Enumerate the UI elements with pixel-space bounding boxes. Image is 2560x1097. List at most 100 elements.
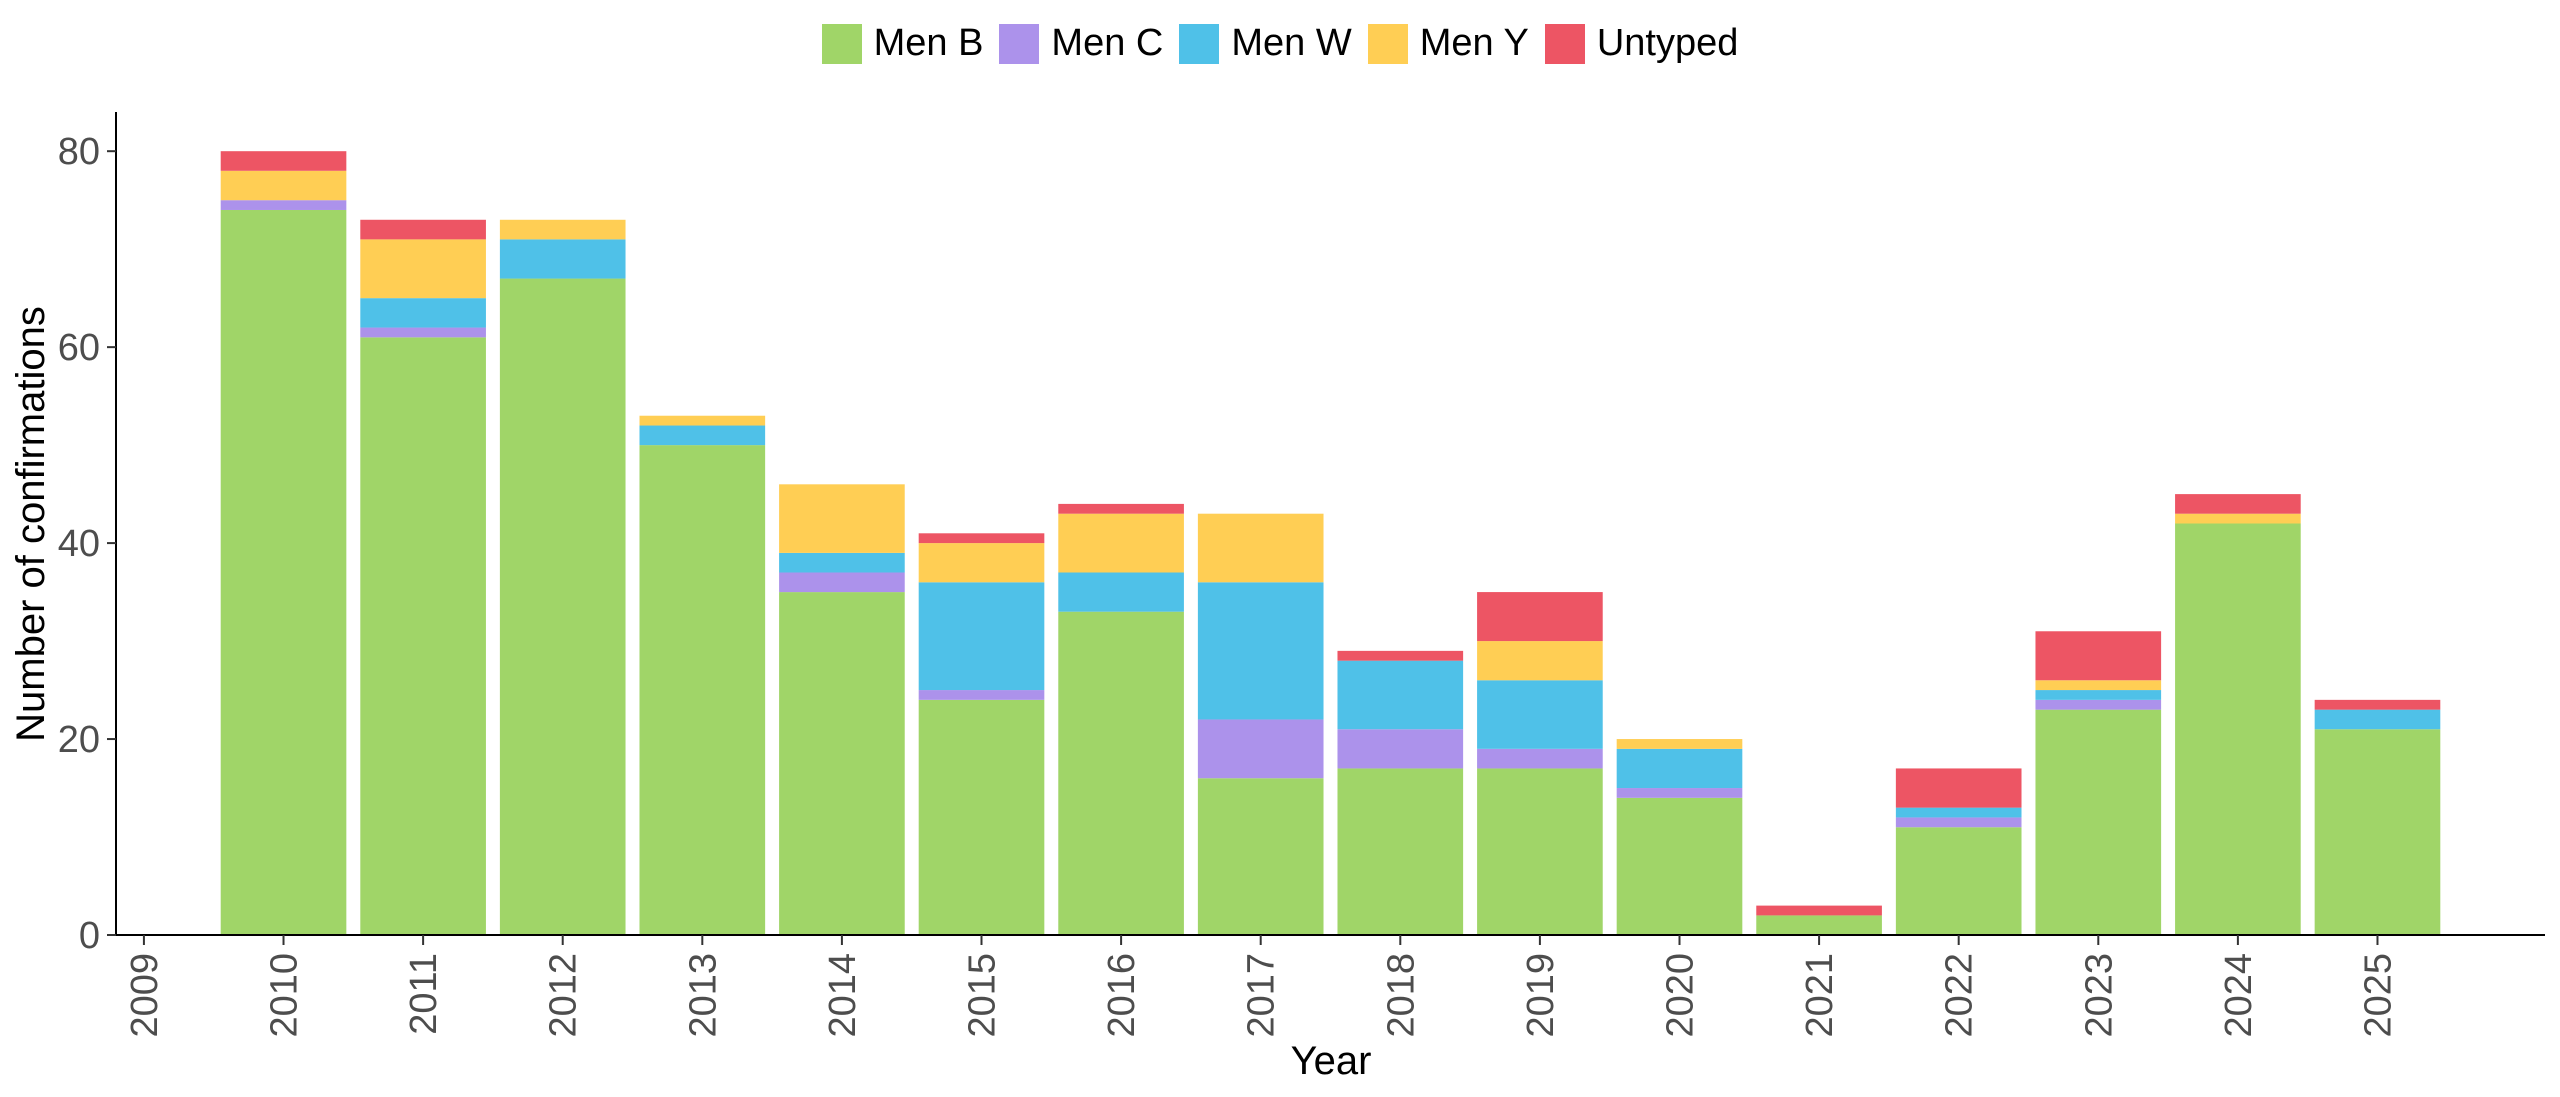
bar-segment: [918, 533, 1045, 544]
bar-segment: [360, 327, 486, 338]
bar-segment: [499, 219, 626, 240]
bar-segment: [779, 592, 905, 935]
bar-segment: [779, 484, 905, 553]
bar-segment: [1477, 680, 1603, 749]
x-tick-label: 2015: [962, 953, 1004, 1038]
bar-segment: [1477, 592, 1603, 642]
y-tick-label: 0: [79, 915, 100, 957]
bar-segment: [779, 552, 905, 573]
bar-segment: [220, 151, 347, 171]
bar-segment: [918, 690, 1045, 700]
bar-segment: [1895, 827, 2022, 935]
bar-segment: [499, 278, 626, 935]
legend-swatch: [999, 23, 1040, 64]
legend: Men B Men C Men W Men Y Untyped: [0, 22, 2560, 65]
x-tick-label: 2014: [822, 953, 864, 1038]
bar-segment: [2175, 513, 2301, 524]
bar-segment: [1197, 719, 1324, 779]
x-tick-label: 2011: [403, 953, 445, 1035]
x-tick-label: 2010: [264, 953, 306, 1038]
bar-segment: [1197, 582, 1324, 720]
bar-segment: [220, 209, 347, 936]
bar-segment: [1477, 748, 1603, 769]
bar-segment: [639, 415, 766, 426]
bar-segment: [1477, 641, 1603, 681]
x-tick-label: 2013: [682, 953, 724, 1038]
bar-segment: [2035, 699, 2162, 710]
x-axis-title: Year: [1291, 1039, 1372, 1083]
legend-swatch: [1367, 23, 1408, 64]
bar-segment: [779, 572, 905, 593]
bar-segment: [1197, 513, 1324, 583]
x-tick-label: 2016: [1101, 953, 1143, 1038]
legend-item: Men Y: [1367, 22, 1529, 65]
legend-swatch: [1544, 23, 1585, 64]
bar-segment: [2035, 680, 2162, 691]
x-tick-label: 2024: [2218, 953, 2260, 1038]
bar-segment: [1197, 778, 1324, 935]
x-tick-label: 2020: [1659, 953, 1701, 1038]
bar-segment: [1616, 739, 1743, 749]
bar-segment: [220, 200, 347, 210]
x-tick-label: 2017: [1241, 953, 1283, 1038]
legend-label: Men Y: [1419, 22, 1529, 64]
x-tick-label: 2009: [124, 953, 166, 1038]
bar-segment: [1337, 660, 1464, 730]
bar-segment: [2035, 690, 2162, 700]
x-tick-label: 2012: [543, 953, 585, 1038]
x-tick-label: 2018: [1380, 953, 1422, 1038]
bar-segment: [1895, 807, 2022, 818]
legend-item: Men B: [821, 22, 984, 65]
bar-segment: [918, 582, 1045, 691]
y-tick-label: 20: [58, 719, 100, 761]
x-tick-label: 2021: [1799, 953, 1841, 1038]
y-axis-title: Number of confirmations: [9, 306, 53, 742]
bar-segment: [2035, 631, 2162, 681]
legend-label: Men B: [873, 22, 984, 64]
bar-segment: [1616, 788, 1743, 798]
bar-segment: [2035, 709, 2162, 935]
bar-segment: [1616, 797, 1743, 935]
legend-label: Men C: [1051, 22, 1164, 64]
y-tick-label: 60: [58, 327, 100, 369]
y-tick-label: 40: [58, 523, 100, 565]
x-tick-label: 2025: [2357, 953, 2399, 1038]
bar-segment: [360, 298, 486, 328]
bars-group: [220, 151, 2441, 936]
bar-segment: [1477, 768, 1603, 935]
bar-segment: [1756, 905, 1882, 916]
bar-segment: [2314, 709, 2441, 730]
legend-label: Untyped: [1596, 22, 1739, 64]
bar-segment: [2175, 523, 2301, 935]
legend-item: Men C: [999, 22, 1163, 65]
bar-segment: [1337, 729, 1464, 769]
bar-segment: [360, 337, 486, 936]
bar-segment: [499, 239, 626, 279]
bar-segment: [639, 445, 766, 935]
bar-segment: [918, 699, 1045, 935]
legend-item: Men W: [1179, 22, 1352, 65]
bar-segment: [1058, 503, 1184, 514]
bar-segment: [1058, 572, 1184, 612]
axes-group: 0 20 40 60 80 2009 2010 2011 2012 2013 2014 2015 201…: [58, 112, 2545, 1038]
bar-segment: [220, 170, 347, 201]
legend-item: Untyped: [1544, 22, 1739, 65]
bar-segment: [1058, 611, 1184, 935]
bar-segment: [1616, 748, 1743, 789]
legend-swatch: [821, 23, 862, 64]
bar-segment: [1756, 915, 1882, 935]
x-tick-label: 2023: [2078, 953, 2120, 1038]
bar-segment: [2314, 729, 2441, 935]
bar-segment: [1337, 650, 1464, 661]
bar-segment: [1058, 513, 1184, 573]
bar-segment: [918, 543, 1045, 583]
bar-segment: [1895, 817, 2022, 828]
bar-segment: [360, 219, 486, 240]
legend-label: Men W: [1231, 22, 1352, 64]
bar-segment: [360, 239, 486, 299]
x-tick-label: 2019: [1520, 953, 1562, 1038]
bar-segment: [2314, 699, 2441, 710]
bar-segment: [639, 425, 766, 446]
bar-segment: [1337, 768, 1464, 935]
